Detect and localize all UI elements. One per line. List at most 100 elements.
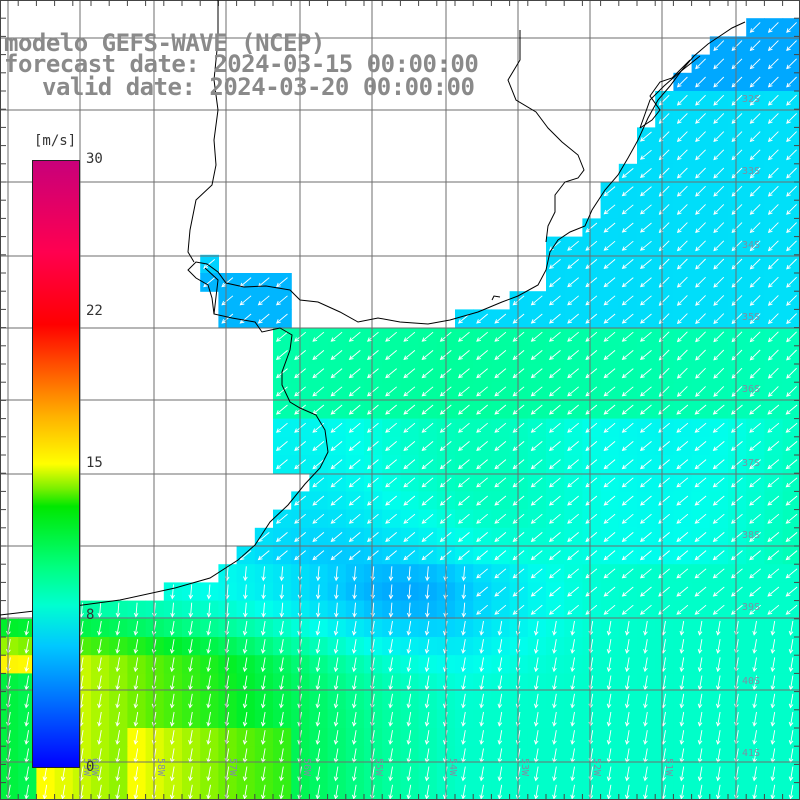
wind-vector-arrow	[639, 386, 652, 397]
wind-vector-arrow	[785, 441, 798, 452]
wind-vector-arrow	[695, 113, 706, 124]
wind-vector-arrow	[351, 620, 357, 636]
wind-vector-arrow	[461, 711, 466, 727]
wind-vector-arrow	[694, 513, 707, 524]
wind-speed-cell	[782, 782, 800, 800]
wind-vector-arrow	[713, 76, 725, 88]
wind-vector-arrow	[366, 422, 379, 433]
wind-vector-arrow	[785, 422, 798, 433]
wind-vector-arrow	[242, 766, 248, 782]
wind-vector-arrow	[548, 604, 561, 615]
wind-vector-arrow	[585, 331, 598, 342]
wind-vector-arrow	[206, 675, 211, 691]
wind-vector-arrow	[695, 349, 706, 361]
lagoon-outline	[639, 55, 701, 129]
wind-vector-arrow	[567, 532, 579, 543]
wind-vector-arrow	[257, 550, 270, 561]
wind-vector-arrow	[767, 532, 780, 543]
wind-vector-arrow	[457, 404, 470, 415]
wind-vector-arrow	[406, 602, 412, 618]
wind-vector-arrow	[115, 766, 120, 782]
wind-vector-arrow	[621, 422, 634, 433]
wind-vector-arrow	[713, 313, 725, 325]
wind-vector-arrow	[351, 711, 357, 727]
wind-vector-arrow	[713, 295, 725, 306]
wind-vector-arrow	[348, 422, 361, 433]
wind-vector-arrow	[279, 584, 285, 600]
wind-vector-arrow	[676, 222, 688, 234]
wind-vector-arrow	[221, 277, 234, 288]
wind-vector-arrow	[512, 495, 525, 506]
wind-vector-arrow	[643, 675, 648, 691]
longitude-tick-label: 58W	[155, 758, 166, 777]
wind-vector-arrow	[533, 675, 539, 691]
wind-vector-arrow	[786, 313, 797, 325]
wind-vector-arrow	[421, 404, 434, 415]
wind-vector-arrow	[330, 495, 343, 506]
wind-vector-arrow	[279, 657, 284, 673]
wind-vector-arrow	[115, 730, 120, 745]
wind-vector-arrow	[603, 422, 616, 433]
wind-vector-arrow	[548, 240, 561, 251]
wind-vector-arrow	[403, 350, 416, 361]
wind-vector-arrow	[676, 204, 688, 215]
wind-vector-arrow	[388, 584, 394, 600]
wind-vector-arrow	[315, 784, 321, 800]
wind-vector-arrow	[697, 639, 703, 654]
latitude-tick-label: 33S	[742, 166, 760, 177]
wind-vector-arrow	[421, 477, 434, 488]
wind-vector-arrow	[494, 331, 507, 342]
wind-vector-arrow	[639, 277, 652, 288]
wind-vector-arrow	[731, 131, 743, 143]
wind-vector-arrow	[530, 441, 543, 452]
wind-vector-arrow	[206, 602, 212, 618]
wind-vector-arrow	[749, 550, 761, 561]
wind-vector-arrow	[312, 513, 325, 524]
wind-vector-arrow	[552, 639, 557, 654]
wind-vector-arrow	[279, 693, 284, 709]
wind-vector-arrow	[275, 277, 288, 288]
wind-vector-arrow	[621, 441, 634, 452]
wind-vector-arrow	[788, 639, 794, 654]
wind-vector-arrow	[348, 495, 361, 506]
wind-vector-arrow	[275, 313, 288, 324]
wind-vector-arrow	[606, 639, 612, 654]
wind-vector-arrow	[260, 657, 266, 673]
wind-vector-arrow	[275, 404, 288, 415]
wind-vector-arrow	[676, 459, 689, 470]
wind-vector-arrow	[388, 620, 393, 636]
wind-vector-arrow	[479, 711, 484, 727]
wind-vector-arrow	[312, 532, 325, 543]
wind-vector-arrow	[476, 404, 488, 415]
wind-vector-arrow	[260, 620, 266, 636]
wind-vector-arrow	[785, 495, 798, 506]
wind-vector-arrow	[348, 331, 361, 342]
wind-vector-arrow	[476, 495, 488, 506]
wind-vector-arrow	[548, 277, 561, 288]
wind-vector-arrow	[24, 639, 29, 654]
wind-vector-arrow	[788, 711, 794, 727]
wind-vector-arrow	[585, 441, 598, 452]
wind-vector-arrow	[621, 259, 634, 270]
wind-vector-arrow	[385, 386, 397, 397]
wind-vector-arrow	[351, 784, 357, 800]
wind-vector-arrow	[279, 730, 284, 745]
latitude-tick-label: 38S	[742, 530, 760, 541]
wind-vector-arrow	[786, 113, 797, 124]
wind-vector-arrow	[603, 368, 616, 379]
wind-vector-arrow	[461, 620, 466, 636]
wind-vector-arrow	[512, 368, 525, 379]
wind-vector-arrow	[639, 550, 652, 561]
wind-vector-arrow	[694, 404, 707, 415]
wind-vector-arrow	[403, 459, 416, 470]
wind-vector-arrow	[97, 620, 102, 636]
wind-vector-arrow	[676, 331, 688, 343]
wind-vector-arrow	[188, 602, 194, 618]
wind-vector-arrow	[169, 711, 175, 727]
wind-vector-arrow	[770, 766, 776, 782]
wind-vector-arrow	[786, 149, 797, 161]
wind-vector-arrow	[406, 766, 412, 782]
wind-vector-arrow	[497, 766, 503, 782]
wind-vector-arrow	[639, 222, 652, 233]
wind-vector-arrow	[115, 657, 120, 673]
